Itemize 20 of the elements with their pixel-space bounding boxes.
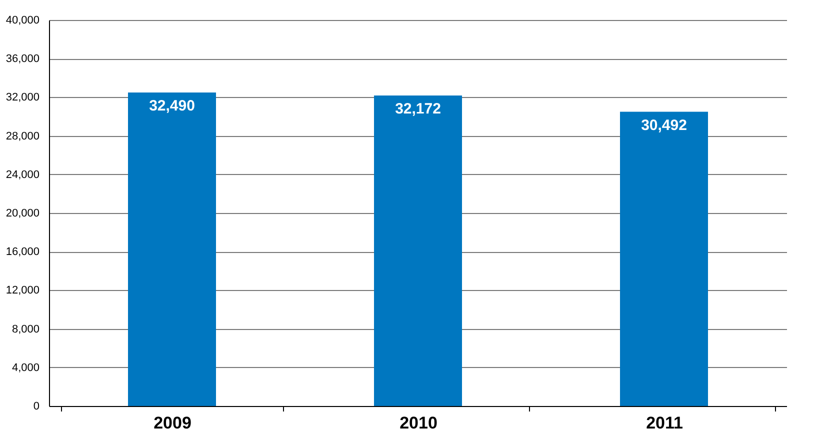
bar (620, 112, 708, 406)
y-tick-label: 16,000 (6, 246, 40, 258)
y-tick-label: 40,000 (6, 14, 40, 26)
y-tick-label: 24,000 (6, 168, 40, 181)
bar (374, 96, 462, 406)
y-tick-label: 0 (33, 400, 40, 412)
y-tick-label: 20,000 (6, 208, 40, 220)
data-label: 30,492 (641, 116, 687, 134)
data-label: 32,490 (149, 97, 195, 114)
x-tick-label: 2010 (400, 414, 438, 432)
y-tick-label: 4,000 (12, 362, 40, 374)
x-tick-label: 2009 (154, 414, 192, 432)
y-tick-label: 32,000 (6, 92, 40, 104)
x-tick-label: 2011 (646, 414, 683, 432)
y-tick-label: 28,000 (6, 130, 40, 142)
data-label: 32,172 (395, 100, 441, 118)
y-tick-label: 8,000 (12, 323, 40, 336)
y-tick-label: 36,000 (6, 53, 40, 66)
y-tick-label: 12,000 (6, 284, 40, 297)
bar (128, 92, 216, 406)
